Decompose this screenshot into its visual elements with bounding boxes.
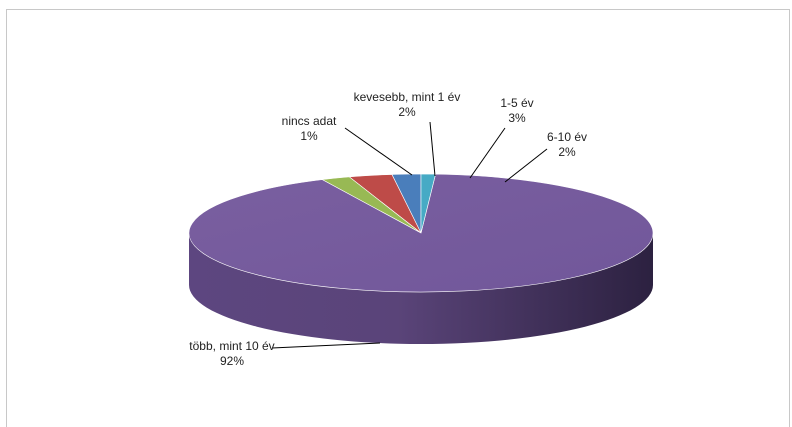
leader-line-1 <box>469 127 506 179</box>
leader-line-0 <box>429 121 436 177</box>
leader-line-4 <box>344 127 413 176</box>
slice-percent-0: 2% <box>398 105 416 119</box>
slice-label-2: 6-10 év <box>547 130 587 144</box>
pie-side-3 <box>189 233 653 344</box>
slice-percent-2: 2% <box>558 145 576 159</box>
slice-label-1: 1-5 év <box>500 96 533 110</box>
slice-label-4: nincs adat <box>282 114 337 128</box>
leader-line-3 <box>271 342 381 349</box>
leader-line-2 <box>504 148 548 183</box>
slice-label-3: több, mint 10 év <box>189 339 274 353</box>
pie-slice-4 <box>420 173 436 234</box>
slice-percent-1: 3% <box>508 111 526 125</box>
slice-percent-4: 1% <box>300 129 318 143</box>
pie-slice-3 <box>188 173 654 293</box>
slice-label-0: kevesebb, mint 1 év <box>354 90 461 104</box>
slice-percent-3: 92% <box>220 354 244 368</box>
